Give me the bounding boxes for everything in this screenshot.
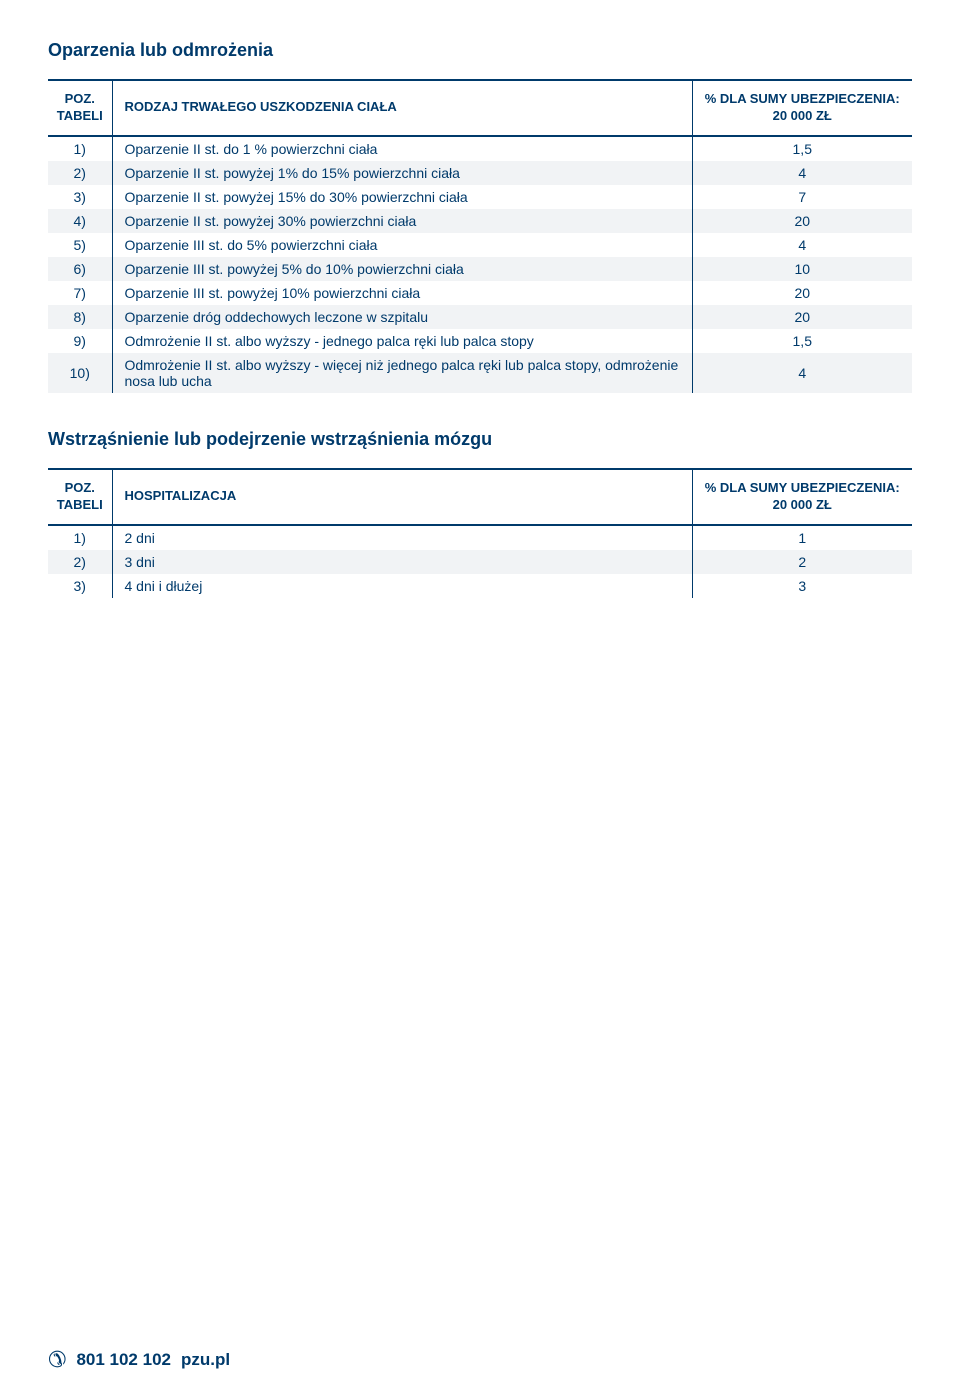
cell-desc: 3 dni — [112, 550, 692, 574]
cell-pct: 20 — [692, 281, 912, 305]
table-header-row: POZ.TABELI RODZAJ TRWAŁEGO USZKODZENIA C… — [48, 80, 912, 136]
cell-desc: Odmrożenie II st. albo wyższy - więcej n… — [112, 353, 692, 393]
cell-pos: 6) — [48, 257, 112, 281]
cell-desc: Oparzenie II st. do 1 % powierzchni ciał… — [112, 136, 692, 161]
cell-desc: Oparzenie II st. powyżej 1% do 15% powie… — [112, 161, 692, 185]
cell-pos: 8) — [48, 305, 112, 329]
cell-desc: 2 dni — [112, 525, 692, 550]
cell-pct: 1,5 — [692, 329, 912, 353]
cell-pos: 5) — [48, 233, 112, 257]
col-header-desc: RODZAJ TRWAŁEGO USZKODZENIA CIAŁA — [112, 80, 692, 136]
phone-icon: ✆ — [48, 1349, 66, 1371]
table-row: 8)Oparzenie dróg oddechowych leczone w s… — [48, 305, 912, 329]
table-burns-frostbite: POZ.TABELI RODZAJ TRWAŁEGO USZKODZENIA C… — [48, 79, 912, 393]
cell-pos: 2) — [48, 550, 112, 574]
cell-pos: 7) — [48, 281, 112, 305]
cell-desc: Oparzenie dróg oddechowych leczone w szp… — [112, 305, 692, 329]
table-row: 3)Oparzenie II st. powyżej 15% do 30% po… — [48, 185, 912, 209]
cell-pos: 10) — [48, 353, 112, 393]
table-header-row: POZ.TABELI HOSPITALIZACJA % DLA SUMY UBE… — [48, 469, 912, 525]
cell-pos: 3) — [48, 185, 112, 209]
table-row: 4)Oparzenie II st. powyżej 30% powierzch… — [48, 209, 912, 233]
col-header-pos: POZ.TABELI — [48, 469, 112, 525]
footer: ✆ 801 102 102 pzu.pl — [48, 1349, 230, 1371]
cell-pct: 3 — [692, 574, 912, 598]
cell-pct: 4 — [692, 233, 912, 257]
section1-title: Oparzenia lub odmrożenia — [48, 40, 912, 61]
cell-pct: 2 — [692, 550, 912, 574]
table-concussion: POZ.TABELI HOSPITALIZACJA % DLA SUMY UBE… — [48, 468, 912, 598]
table-row: 6)Oparzenie III st. powyżej 5% do 10% po… — [48, 257, 912, 281]
cell-pct: 1 — [692, 525, 912, 550]
cell-pct: 4 — [692, 353, 912, 393]
cell-desc: Oparzenie III st. do 5% powierzchni ciał… — [112, 233, 692, 257]
table-row: 5)Oparzenie III st. do 5% powierzchni ci… — [48, 233, 912, 257]
table-row: 1)2 dni1 — [48, 525, 912, 550]
cell-pct: 1,5 — [692, 136, 912, 161]
cell-desc: 4 dni i dłużej — [112, 574, 692, 598]
cell-desc: Oparzenie II st. powyżej 30% powierzchni… — [112, 209, 692, 233]
cell-pos: 2) — [48, 161, 112, 185]
cell-pct: 20 — [692, 305, 912, 329]
cell-pct: 10 — [692, 257, 912, 281]
table-row: 10)Odmrożenie II st. albo wyższy - więce… — [48, 353, 912, 393]
section2-title: Wstrząśnienie lub podejrzenie wstrząśnie… — [48, 429, 912, 450]
col-header-pos: POZ.TABELI — [48, 80, 112, 136]
cell-pos: 9) — [48, 329, 112, 353]
cell-pct: 4 — [692, 161, 912, 185]
cell-pos: 3) — [48, 574, 112, 598]
table-row: 3)4 dni i dłużej3 — [48, 574, 912, 598]
table-row: 2)3 dni2 — [48, 550, 912, 574]
cell-desc: Oparzenie III st. powyżej 5% do 10% powi… — [112, 257, 692, 281]
table-row: 2)Oparzenie II st. powyżej 1% do 15% pow… — [48, 161, 912, 185]
cell-pos: 1) — [48, 525, 112, 550]
cell-pct: 7 — [692, 185, 912, 209]
table-row: 1)Oparzenie II st. do 1 % powierzchni ci… — [48, 136, 912, 161]
footer-site: pzu.pl — [181, 1350, 230, 1370]
cell-desc: Oparzenie II st. powyżej 15% do 30% powi… — [112, 185, 692, 209]
cell-pos: 1) — [48, 136, 112, 161]
col-header-pct: % DLA SUMY UBEZPIECZENIA:20 000 ZŁ — [692, 80, 912, 136]
footer-phone: 801 102 102 — [76, 1350, 171, 1370]
table-row: 9)Odmrożenie II st. albo wyższy - jedneg… — [48, 329, 912, 353]
cell-desc: Odmrożenie II st. albo wyższy - jednego … — [112, 329, 692, 353]
cell-desc: Oparzenie III st. powyżej 10% powierzchn… — [112, 281, 692, 305]
col-header-desc: HOSPITALIZACJA — [112, 469, 692, 525]
cell-pct: 20 — [692, 209, 912, 233]
cell-pos: 4) — [48, 209, 112, 233]
table-row: 7)Oparzenie III st. powyżej 10% powierzc… — [48, 281, 912, 305]
col-header-pct: % DLA SUMY UBEZPIECZENIA:20 000 ZŁ — [692, 469, 912, 525]
